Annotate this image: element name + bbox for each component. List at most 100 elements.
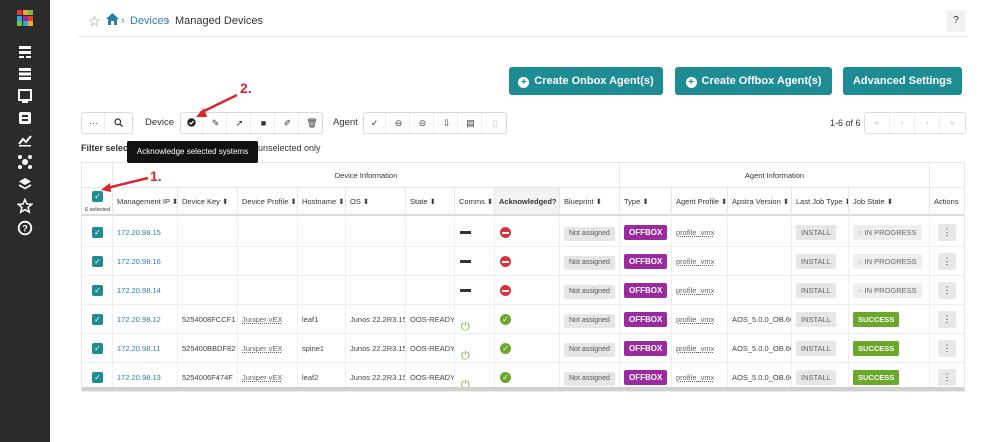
home-icon[interactable]	[106, 13, 119, 28]
horizontal-scrollbar[interactable]	[82, 387, 964, 391]
row-actions-button[interactable]: ⋮	[938, 340, 956, 357]
table-row[interactable]: ✓ 172.20.98.11 525400BBDF82 Juniper vEX spin…	[82, 334, 964, 363]
select-all-checkbox[interactable]: ✓	[92, 191, 103, 202]
device-profile-link[interactable]: Juniper vEX	[242, 373, 283, 382]
more-options-button[interactable]: ···	[83, 113, 105, 133]
col-last-job-type[interactable]: Last Job Type ⬍	[792, 188, 849, 216]
cell-agent-profile: profile_vmx	[672, 218, 728, 247]
managed-devices-table: Device Information Agent Information ✓ 6…	[81, 162, 965, 392]
prev-page-icon[interactable]: ‹	[890, 113, 915, 133]
plug-icon: ⏻	[461, 379, 470, 391]
server-icon[interactable]: ⊖	[388, 113, 410, 133]
analytics-icon[interactable]	[17, 132, 33, 148]
agent-profile-link[interactable]: profile_vmx	[676, 344, 715, 353]
device-profile-link[interactable]: Juniper vEX	[242, 315, 283, 324]
col-comms[interactable]: Comms ⬍	[455, 188, 495, 216]
management-ip-link[interactable]: 172.20.98.12	[117, 315, 161, 324]
row-actions-button[interactable]: ⋮	[938, 253, 956, 270]
pagination-controls: « ‹ › »	[864, 112, 966, 134]
row-actions-button[interactable]: ⋮	[938, 369, 956, 386]
col-apstra-version[interactable]: Apstra Version ⬍	[728, 188, 792, 216]
stop-icon[interactable]: ■	[253, 113, 275, 133]
cell-profile	[238, 247, 298, 276]
create-offbox-agents-button[interactable]: + Create Offbox Agent(s)	[675, 67, 832, 95]
table-row[interactable]: ✓ 172.20.98.13 5254006F474F Juniper vEX leaf…	[82, 363, 964, 392]
agent-profile-link[interactable]: profile_vmx	[676, 315, 715, 324]
row-checkbox[interactable]: ✓	[92, 343, 103, 354]
file-icon[interactable]: ▤	[460, 113, 482, 133]
row-checkbox[interactable]: ✓	[92, 314, 103, 325]
design-icon[interactable]	[17, 88, 33, 104]
agent-profile-link[interactable]: profile_vmx	[676, 257, 715, 266]
row-actions-button[interactable]: ⋮	[938, 311, 956, 328]
row-checkbox[interactable]: ✓	[92, 285, 103, 296]
management-ip-link[interactable]: 172.20.98.13	[117, 373, 161, 382]
apstra-logo[interactable]	[17, 10, 33, 26]
rocket-icon[interactable]: ➚	[229, 113, 251, 133]
col-hostname[interactable]: Hostname ⬍	[298, 188, 346, 216]
cell-state: OOS-READY	[406, 334, 455, 363]
wrench-icon[interactable]: ✎	[205, 113, 227, 133]
col-os[interactable]: OS ⬍	[346, 188, 406, 216]
layers-icon[interactable]	[17, 176, 33, 192]
cell-comms	[455, 276, 495, 305]
resources-icon[interactable]	[17, 110, 33, 126]
col-device-profile[interactable]: Device Profile ⬍	[238, 188, 298, 216]
row-checkbox[interactable]: ✓	[92, 256, 103, 267]
cell-apstra: AOS_5.0.0_OB.60	[728, 305, 792, 334]
col-management-ip[interactable]: Management IP ⬍	[113, 188, 178, 216]
trash-icon[interactable]: 🗑	[306, 118, 318, 128]
table-row[interactable]: ✓ 172.20.98.16 Not assigned OFFBOX profile_v…	[82, 247, 964, 276]
management-ip-link[interactable]: 172.20.98.15	[117, 228, 161, 237]
advanced-settings-button[interactable]: Advanced Settings	[843, 67, 962, 95]
col-job-state[interactable]: Job State ⬍	[849, 188, 930, 216]
management-ip-link[interactable]: 172.20.98.11	[117, 344, 161, 353]
col-state[interactable]: State ⬍	[406, 188, 455, 216]
col-blueprint[interactable]: Blueprint ⬍	[560, 188, 620, 216]
table-row[interactable]: ✓ 172.20.98.12 5254008FCCF1 Juniper vEX leaf…	[82, 305, 964, 334]
breadcrumb-separator: ›	[166, 15, 170, 27]
filter-unselected-label[interactable]: unselected only	[258, 143, 321, 153]
acknowledge-button[interactable]	[181, 113, 203, 133]
row-actions-button[interactable]: ⋮	[938, 224, 956, 241]
search-icon[interactable]	[107, 113, 129, 133]
table-row[interactable]: ✓ 172.20.98.14 Not assigned OFFBOX profile_v…	[82, 276, 964, 305]
agent-profile-link[interactable]: profile_vmx	[676, 286, 715, 295]
col-type[interactable]: Type ⬍	[620, 188, 672, 216]
table-row[interactable]: ✓ 172.20.98.15 Not assigned OFFBOX profile_v…	[82, 218, 964, 247]
device-profile-link[interactable]: Juniper vEX	[242, 344, 283, 353]
cell-blueprint: Not assigned	[560, 363, 620, 392]
row-checkbox[interactable]: ✓	[92, 372, 103, 383]
devices-icon[interactable]	[17, 66, 33, 82]
row-checkbox[interactable]: ✓	[92, 227, 103, 238]
management-ip-link[interactable]: 172.20.98.14	[117, 286, 161, 295]
blueprints-icon[interactable]	[17, 44, 33, 60]
no-comms-icon	[460, 289, 471, 292]
favorites-icon[interactable]	[17, 198, 33, 214]
last-page-icon[interactable]: »	[950, 118, 955, 127]
cell-job-state: SUCCESS	[849, 305, 930, 334]
cell-agent-profile: profile_vmx	[672, 247, 728, 276]
cell-os	[346, 218, 406, 247]
help-button[interactable]: ?	[946, 10, 966, 32]
spinner-icon: ◌	[858, 286, 865, 295]
edit-icon[interactable]: ✐	[277, 113, 299, 133]
col-agent-profile[interactable]: Agent Profile ⬍	[672, 188, 728, 216]
next-page-icon[interactable]: ›	[915, 113, 940, 133]
platform-icon[interactable]	[17, 154, 33, 170]
agent-profile-link[interactable]: profile_vmx	[676, 228, 715, 237]
blueprint-badge: Not assigned	[564, 256, 615, 270]
download-icon[interactable]: ⇩	[436, 113, 458, 133]
favorite-star-icon[interactable]: ☆	[88, 13, 101, 29]
first-page-icon[interactable]: «	[865, 113, 890, 133]
management-ip-link[interactable]: 172.20.98.16	[117, 257, 161, 266]
server-arrow-icon[interactable]: ⊝	[412, 113, 434, 133]
help-icon[interactable]: ?	[17, 220, 33, 236]
agent-profile-link[interactable]: profile_vmx	[676, 373, 715, 382]
create-onbox-agents-button[interactable]: + Create Onbox Agent(s)	[509, 67, 663, 95]
check-icon[interactable]: ✓	[364, 113, 386, 133]
row-actions-button[interactable]: ⋮	[938, 282, 956, 299]
breadcrumb-devices[interactable]: Devices	[130, 15, 170, 27]
col-acknowledged[interactable]: Acknowledged? ▲	[495, 188, 560, 216]
col-device-key[interactable]: Device Key ⬍	[178, 188, 238, 216]
